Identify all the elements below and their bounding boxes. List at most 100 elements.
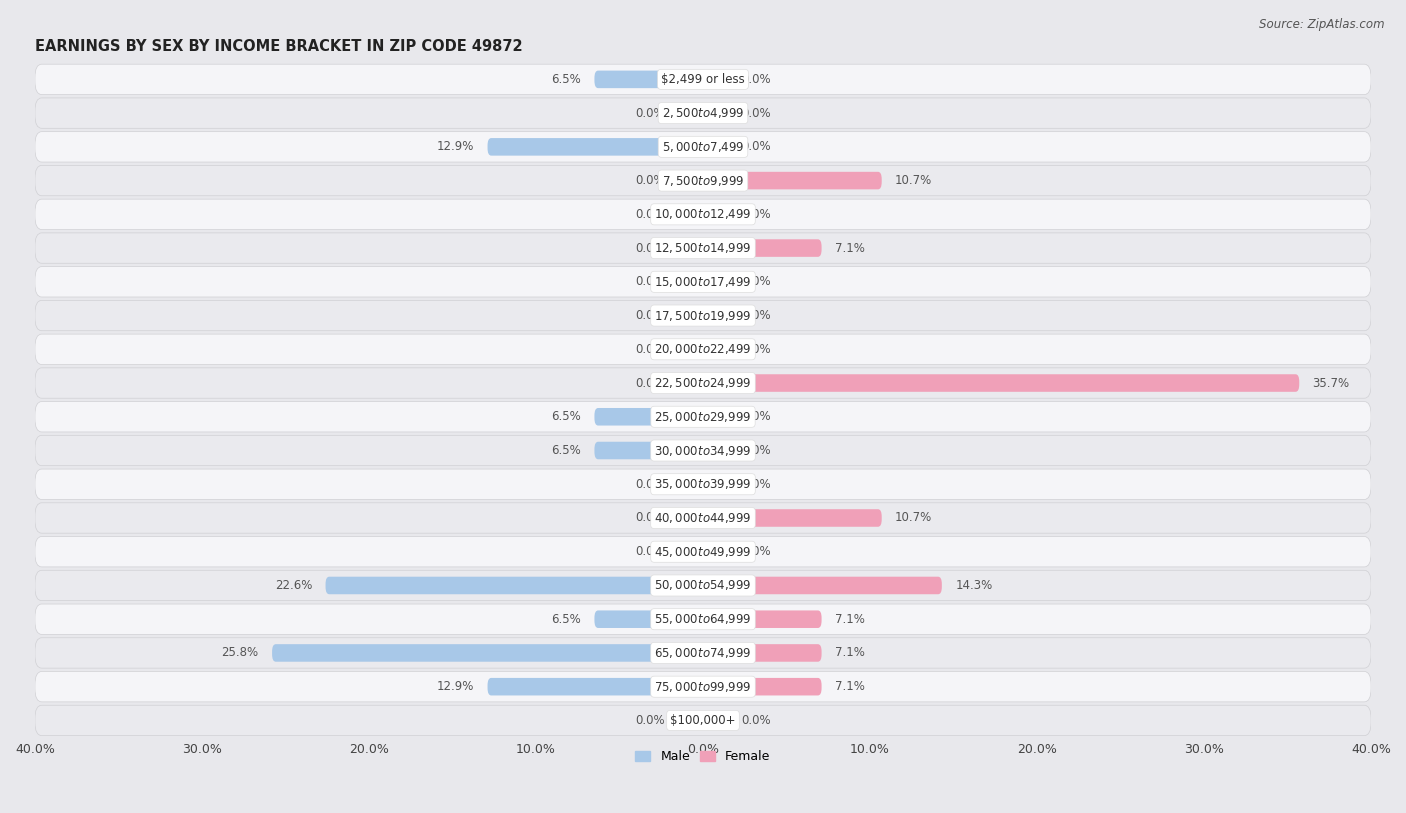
FancyBboxPatch shape	[703, 543, 728, 560]
Text: 6.5%: 6.5%	[551, 73, 581, 86]
FancyBboxPatch shape	[35, 334, 1371, 364]
Text: $10,000 to $12,499: $10,000 to $12,499	[654, 207, 752, 221]
FancyBboxPatch shape	[678, 104, 703, 122]
Text: $50,000 to $54,999: $50,000 to $54,999	[654, 579, 752, 593]
FancyBboxPatch shape	[35, 98, 1371, 128]
FancyBboxPatch shape	[703, 273, 728, 290]
Text: $40,000 to $44,999: $40,000 to $44,999	[654, 511, 752, 525]
FancyBboxPatch shape	[703, 206, 728, 223]
Text: 0.0%: 0.0%	[741, 208, 770, 221]
Text: 0.0%: 0.0%	[636, 309, 665, 322]
FancyBboxPatch shape	[703, 239, 821, 257]
FancyBboxPatch shape	[35, 64, 1371, 94]
Text: 14.3%: 14.3%	[955, 579, 993, 592]
Text: 7.1%: 7.1%	[835, 241, 865, 254]
Text: 0.0%: 0.0%	[636, 276, 665, 289]
FancyBboxPatch shape	[678, 543, 703, 560]
Text: 0.0%: 0.0%	[636, 546, 665, 559]
Text: $55,000 to $64,999: $55,000 to $64,999	[654, 612, 752, 626]
Text: 0.0%: 0.0%	[636, 714, 665, 727]
FancyBboxPatch shape	[678, 476, 703, 493]
Text: 0.0%: 0.0%	[741, 73, 770, 86]
Text: $75,000 to $99,999: $75,000 to $99,999	[654, 680, 752, 693]
Text: 7.1%: 7.1%	[835, 613, 865, 626]
FancyBboxPatch shape	[678, 307, 703, 324]
FancyBboxPatch shape	[35, 537, 1371, 567]
Text: 0.0%: 0.0%	[741, 444, 770, 457]
FancyBboxPatch shape	[488, 678, 703, 695]
Text: 25.8%: 25.8%	[222, 646, 259, 659]
Text: $35,000 to $39,999: $35,000 to $39,999	[654, 477, 752, 491]
Text: 35.7%: 35.7%	[1313, 376, 1350, 389]
FancyBboxPatch shape	[35, 402, 1371, 432]
FancyBboxPatch shape	[703, 341, 728, 358]
FancyBboxPatch shape	[35, 165, 1371, 196]
FancyBboxPatch shape	[595, 441, 703, 459]
FancyBboxPatch shape	[35, 199, 1371, 229]
Text: 12.9%: 12.9%	[437, 680, 474, 693]
Text: 6.5%: 6.5%	[551, 613, 581, 626]
Text: 12.9%: 12.9%	[437, 141, 474, 154]
FancyBboxPatch shape	[703, 509, 882, 527]
FancyBboxPatch shape	[703, 307, 728, 324]
Text: $45,000 to $49,999: $45,000 to $49,999	[654, 545, 752, 559]
FancyBboxPatch shape	[678, 341, 703, 358]
FancyBboxPatch shape	[703, 476, 728, 493]
FancyBboxPatch shape	[703, 441, 728, 459]
Text: 7.1%: 7.1%	[835, 680, 865, 693]
Text: 10.7%: 10.7%	[896, 174, 932, 187]
FancyBboxPatch shape	[678, 273, 703, 290]
Text: 0.0%: 0.0%	[636, 241, 665, 254]
Text: $20,000 to $22,499: $20,000 to $22,499	[654, 342, 752, 356]
Text: 0.0%: 0.0%	[741, 107, 770, 120]
Text: 0.0%: 0.0%	[636, 376, 665, 389]
Text: 0.0%: 0.0%	[741, 478, 770, 491]
Text: 0.0%: 0.0%	[741, 546, 770, 559]
Text: 0.0%: 0.0%	[636, 107, 665, 120]
Text: $2,500 to $4,999: $2,500 to $4,999	[662, 107, 744, 120]
FancyBboxPatch shape	[595, 408, 703, 425]
FancyBboxPatch shape	[35, 267, 1371, 297]
Text: 0.0%: 0.0%	[741, 141, 770, 154]
Text: $25,000 to $29,999: $25,000 to $29,999	[654, 410, 752, 424]
FancyBboxPatch shape	[326, 576, 703, 594]
FancyBboxPatch shape	[35, 502, 1371, 533]
FancyBboxPatch shape	[703, 711, 728, 729]
Text: 7.1%: 7.1%	[835, 646, 865, 659]
Text: EARNINGS BY SEX BY INCOME BRACKET IN ZIP CODE 49872: EARNINGS BY SEX BY INCOME BRACKET IN ZIP…	[35, 39, 523, 54]
FancyBboxPatch shape	[678, 239, 703, 257]
FancyBboxPatch shape	[488, 138, 703, 155]
FancyBboxPatch shape	[703, 644, 821, 662]
FancyBboxPatch shape	[703, 104, 728, 122]
Text: $100,000+: $100,000+	[671, 714, 735, 727]
Text: $2,499 or less: $2,499 or less	[661, 73, 745, 86]
Text: $22,500 to $24,999: $22,500 to $24,999	[654, 376, 752, 390]
FancyBboxPatch shape	[703, 611, 821, 628]
FancyBboxPatch shape	[678, 206, 703, 223]
Text: 0.0%: 0.0%	[741, 714, 770, 727]
Text: 0.0%: 0.0%	[636, 174, 665, 187]
FancyBboxPatch shape	[273, 644, 703, 662]
FancyBboxPatch shape	[35, 469, 1371, 499]
Text: $15,000 to $17,499: $15,000 to $17,499	[654, 275, 752, 289]
FancyBboxPatch shape	[595, 71, 703, 88]
Text: $7,500 to $9,999: $7,500 to $9,999	[662, 174, 744, 188]
Text: 0.0%: 0.0%	[636, 343, 665, 356]
Text: 6.5%: 6.5%	[551, 444, 581, 457]
FancyBboxPatch shape	[35, 705, 1371, 736]
FancyBboxPatch shape	[678, 711, 703, 729]
Text: 10.7%: 10.7%	[896, 511, 932, 524]
FancyBboxPatch shape	[703, 576, 942, 594]
Text: $30,000 to $34,999: $30,000 to $34,999	[654, 444, 752, 458]
Text: Source: ZipAtlas.com: Source: ZipAtlas.com	[1260, 18, 1385, 31]
FancyBboxPatch shape	[35, 570, 1371, 601]
Text: $5,000 to $7,499: $5,000 to $7,499	[662, 140, 744, 154]
FancyBboxPatch shape	[35, 300, 1371, 331]
Text: 0.0%: 0.0%	[741, 343, 770, 356]
FancyBboxPatch shape	[678, 374, 703, 392]
Text: 0.0%: 0.0%	[741, 276, 770, 289]
FancyBboxPatch shape	[703, 678, 821, 695]
FancyBboxPatch shape	[703, 408, 728, 425]
FancyBboxPatch shape	[35, 637, 1371, 668]
Legend: Male, Female: Male, Female	[630, 746, 776, 768]
